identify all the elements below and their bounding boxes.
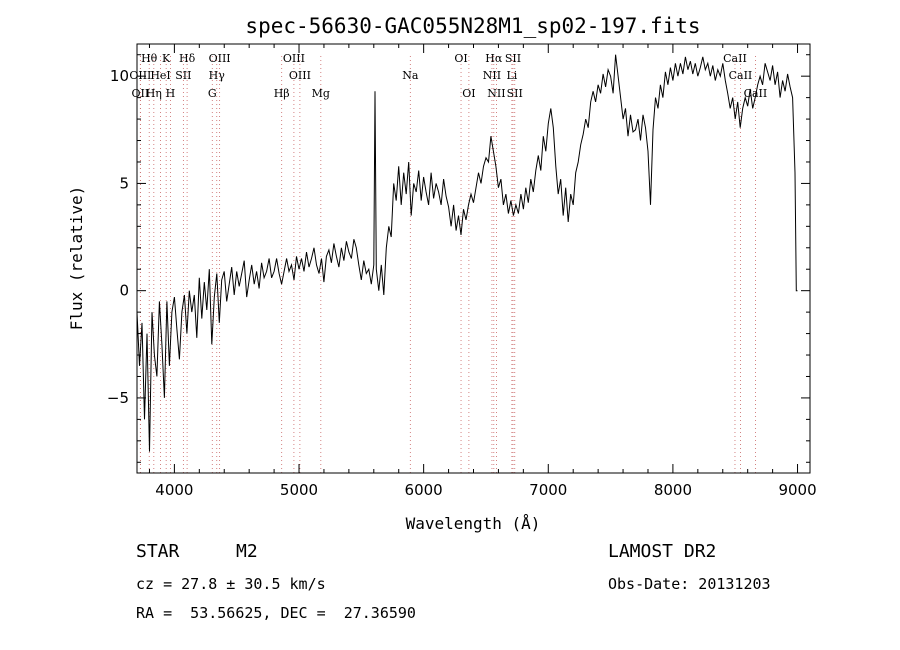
spectral-line-label: Hα <box>485 52 503 65</box>
spectral-line-label: Na <box>402 69 419 82</box>
plot-frame <box>136 43 811 474</box>
redshift-value: cz = 27.8 ± 30.5 km/s <box>136 575 326 593</box>
spectral-line-label: CaII <box>723 52 747 65</box>
spectral-line-label: SII <box>505 52 521 65</box>
spectral-line-label: K <box>162 52 171 65</box>
x-tick-label: 5000 <box>280 481 318 499</box>
x-axis-tick-labels: 4000 5000 6000 7000 8000 9000 <box>155 481 816 499</box>
x-tick-label: 7000 <box>529 481 567 499</box>
spectral-line-label: SII <box>507 87 523 100</box>
axis-ticks <box>137 44 810 473</box>
spectral-line-label: HeI <box>150 69 170 82</box>
spectral-line-label: Hθ <box>141 52 158 65</box>
spectral-line-label: NII <box>487 87 505 100</box>
spectral-line-label: CaII <box>729 69 753 82</box>
spectral-line-label: Hδ <box>179 52 196 65</box>
x-tick-label: 4000 <box>155 481 193 499</box>
spectral-line-label: Hβ <box>274 87 290 100</box>
spectral-line-label: OII <box>132 87 150 100</box>
spectral-line-label: OIII <box>209 52 231 65</box>
obs-date: Obs-Date: 20131203 <box>608 575 771 593</box>
spectral-line-markers <box>139 56 756 473</box>
object-subclass: M2 <box>236 541 258 562</box>
x-tick-label: 6000 <box>405 481 443 499</box>
x-tick-label: 9000 <box>778 481 816 499</box>
spectral-line-label: Hη <box>146 87 162 100</box>
y-axis-label: Flux (relative) <box>67 186 86 331</box>
spectral-line-label: OIII <box>289 69 311 82</box>
object-class: STAR <box>136 541 180 562</box>
spectral-line-label: OI <box>462 87 475 100</box>
y-tick-label: 10 <box>110 67 129 85</box>
spectral-line-label: OIII <box>129 69 151 82</box>
y-axis-tick-labels: −5 0 5 10 <box>107 67 129 407</box>
spectral-line-label: Mg <box>312 87 330 100</box>
spectral-line-label: OIII <box>283 52 305 65</box>
spectral-line-label: NII <box>483 69 501 82</box>
coordinates: RA = 53.56625, DEC = 27.36590 <box>136 604 416 622</box>
survey-name: LAMOST DR2 <box>608 541 717 562</box>
spectral-line-label: G <box>208 87 217 100</box>
spectral-line-label: Hγ <box>209 69 226 82</box>
spectral-line-label: SII <box>175 69 191 82</box>
chart-title: spec-56630-GAC055N28M1_sp02-197.fits <box>245 14 700 38</box>
spectral-line-label: OI <box>454 52 467 65</box>
y-tick-label: 5 <box>119 174 129 192</box>
x-axis-label: Wavelength (Å) <box>406 514 541 533</box>
y-tick-label: 0 <box>119 282 129 300</box>
spectral-line-label: H <box>166 87 176 100</box>
spectral-line-label: Li <box>506 69 517 82</box>
spectrum-series-line <box>136 54 798 452</box>
x-tick-label: 8000 <box>654 481 692 499</box>
y-tick-label: −5 <box>107 389 129 407</box>
